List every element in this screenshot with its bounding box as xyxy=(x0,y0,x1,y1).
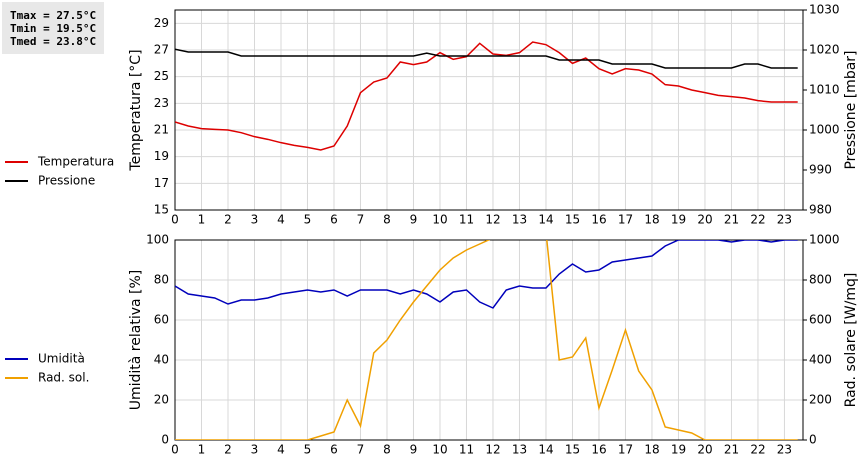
y2-tick-label: 400 xyxy=(809,353,832,367)
y2-tick-label: 990 xyxy=(809,163,832,177)
y-tick-label: 0 xyxy=(161,433,169,447)
stat-text: Tmax = 27.5°C xyxy=(10,9,96,22)
y-tick-label: 29 xyxy=(154,16,169,30)
legend-label: Umidità xyxy=(38,352,85,366)
x-tick-label: 5 xyxy=(304,443,312,457)
x-tick-label: 8 xyxy=(383,443,391,457)
x-tick-label: 16 xyxy=(591,213,606,227)
x-tick-label: 8 xyxy=(383,213,391,227)
x-tick-label: 4 xyxy=(277,213,285,227)
stat-text: Tmed = 23.8°C xyxy=(10,35,96,48)
x-tick-label: 20 xyxy=(697,213,712,227)
x-tick-label: 13 xyxy=(512,213,527,227)
x-tick-label: 2 xyxy=(224,213,232,227)
x-tick-label: 12 xyxy=(485,213,500,227)
x-tick-label: 22 xyxy=(750,443,765,457)
x-tick-label: 0 xyxy=(171,213,179,227)
y-tick-label: 17 xyxy=(154,176,169,190)
legend-label: Pressione xyxy=(38,174,95,188)
x-tick-label: 10 xyxy=(432,443,447,457)
x-tick-label: 10 xyxy=(432,213,447,227)
x-tick-label: 12 xyxy=(485,443,500,457)
y-tick-label: 60 xyxy=(154,313,169,327)
x-tick-label: 23 xyxy=(777,443,792,457)
y2-tick-label: 980 xyxy=(809,203,832,217)
y2-tick-label: 200 xyxy=(809,393,832,407)
y2-tick-label: 1030 xyxy=(809,3,840,17)
y2-tick-label: 1020 xyxy=(809,43,840,57)
y2-tick-label: 1010 xyxy=(809,83,840,97)
x-tick-label: 9 xyxy=(410,443,418,457)
x-tick-label: 0 xyxy=(171,443,179,457)
x-tick-label: 4 xyxy=(277,443,285,457)
y-tick-label: 21 xyxy=(154,123,169,137)
x-tick-label: 19 xyxy=(671,213,686,227)
y2-axis-title: Pressione [mbar] xyxy=(843,50,859,169)
y-tick-label: 23 xyxy=(154,96,169,110)
x-tick-label: 11 xyxy=(459,443,474,457)
x-tick-label: 7 xyxy=(357,443,365,457)
x-tick-label: 14 xyxy=(538,443,553,457)
y-tick-label: 25 xyxy=(154,69,169,83)
y-tick-label: 100 xyxy=(146,233,169,247)
legend-label: Rad. sol. xyxy=(38,371,89,385)
y2-tick-label: 800 xyxy=(809,273,832,287)
x-tick-label: 22 xyxy=(750,213,765,227)
y2-tick-label: 1000 xyxy=(809,233,840,247)
x-tick-label: 21 xyxy=(724,443,739,457)
series-line xyxy=(175,48,798,69)
x-tick-label: 3 xyxy=(251,443,259,457)
y-tick-label: 80 xyxy=(154,273,169,287)
x-tick-label: 17 xyxy=(618,213,633,227)
y2-tick-label: 1000 xyxy=(809,123,840,137)
x-tick-label: 3 xyxy=(251,213,259,227)
x-tick-label: 19 xyxy=(671,443,686,457)
x-tick-label: 9 xyxy=(410,213,418,227)
y-axis-title: Temperatura [°C] xyxy=(128,49,144,171)
x-tick-label: 23 xyxy=(777,213,792,227)
y-axis-title: Umidità relativa [%] xyxy=(128,270,144,411)
legend-label: Temperatura xyxy=(37,155,114,169)
x-tick-label: 15 xyxy=(565,443,580,457)
y-tick-label: 20 xyxy=(154,393,169,407)
x-tick-label: 13 xyxy=(512,443,527,457)
x-tick-label: 7 xyxy=(357,213,365,227)
series-line xyxy=(175,240,798,440)
x-tick-label: 5 xyxy=(304,213,312,227)
y-tick-label: 27 xyxy=(154,43,169,57)
series-line xyxy=(175,41,798,151)
y-tick-label: 19 xyxy=(154,149,169,163)
x-tick-label: 6 xyxy=(330,443,338,457)
y2-tick-label: 600 xyxy=(809,313,832,327)
x-tick-label: 16 xyxy=(591,443,606,457)
x-tick-label: 18 xyxy=(644,213,659,227)
y-tick-label: 40 xyxy=(154,353,169,367)
x-tick-label: 18 xyxy=(644,443,659,457)
x-tick-label: 14 xyxy=(538,213,553,227)
x-tick-label: 21 xyxy=(724,213,739,227)
x-tick-label: 1 xyxy=(198,443,206,457)
stat-text: Tmin = 19.5°C xyxy=(10,22,96,35)
series-line xyxy=(175,240,798,309)
x-tick-label: 2 xyxy=(224,443,232,457)
x-tick-label: 11 xyxy=(459,213,474,227)
x-tick-label: 15 xyxy=(565,213,580,227)
x-tick-label: 1 xyxy=(198,213,206,227)
y-tick-label: 15 xyxy=(154,203,169,217)
x-tick-label: 20 xyxy=(697,443,712,457)
y2-tick-label: 0 xyxy=(809,433,817,447)
x-tick-label: 6 xyxy=(330,213,338,227)
plot-frame xyxy=(174,9,804,211)
plot-frame xyxy=(174,239,804,441)
stats-box xyxy=(2,2,104,54)
x-tick-label: 17 xyxy=(618,443,633,457)
y2-axis-title: Rad. solare [W/mq] xyxy=(843,273,859,408)
